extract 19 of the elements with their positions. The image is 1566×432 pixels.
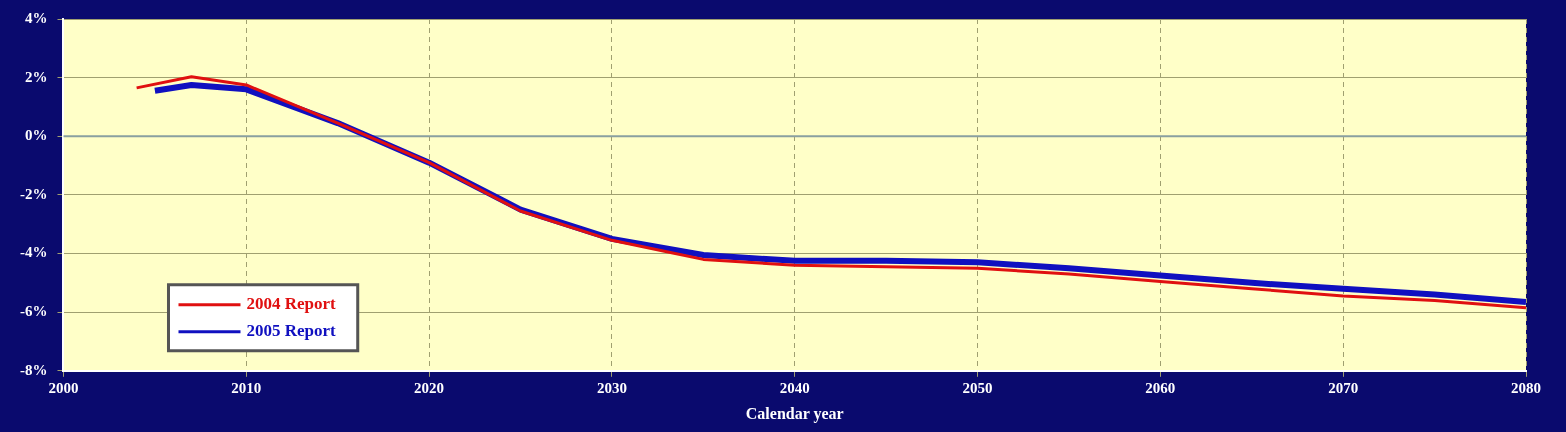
legend-label: 2004 Report [246,294,337,314]
y-tick-label: -4% [20,244,48,261]
y-tick-label: 4% [25,9,48,26]
x-tick-label: 2060 [1145,379,1176,396]
y-tick-label: 2% [25,68,48,85]
legend-label: 2005 Report [246,321,337,341]
y-tick-label: -6% [20,303,48,320]
x-tick-label: 2020 [414,379,445,396]
x-tick-label: 2070 [1328,379,1359,396]
x-axis-title: Calendar year [745,404,844,423]
y-tick-label: -8% [20,361,48,378]
x-tick-label: 2030 [596,379,627,396]
y-tick-label: 0% [25,127,48,144]
x-tick-label: 2050 [962,379,993,396]
x-tick-label: 2000 [48,379,79,396]
x-tick-label: 2080 [1511,379,1541,396]
x-tick-label: 2010 [231,379,262,396]
x-tick-label: 2040 [779,379,810,396]
y-tick-label: -2% [20,185,48,202]
